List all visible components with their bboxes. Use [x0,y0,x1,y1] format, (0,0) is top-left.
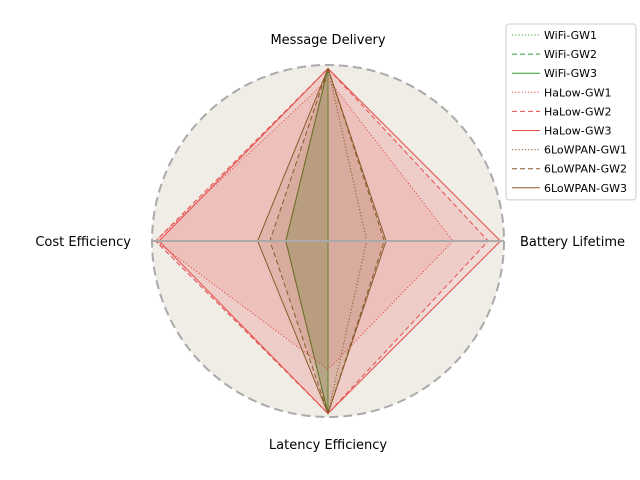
legend-item: HaLow-GW2 [512,105,611,118]
legend-label: HaLow-GW1 [544,86,611,99]
legend-item: WiFi-GW1 [512,29,597,42]
axis-label-latency-efficiency: Latency Efficiency [269,438,387,453]
axis-label-cost-efficiency: Cost Efficiency [35,235,131,250]
legend-frame [505,23,637,201]
series-polygon-halow-gw1 [154,78,454,371]
legend-item: 6LoWPAN-GW1 [512,144,627,157]
legend-label: 6LoWPAN-GW3 [544,182,627,195]
legend-label: WiFi-GW3 [544,67,597,80]
legend-label: HaLow-GW2 [544,105,611,118]
legend-label: WiFi-GW2 [544,48,597,61]
axis-layer: Message Delivery Battery Lifetime Latenc… [35,33,625,453]
legend-label: 6LoWPAN-GW2 [544,163,627,176]
outer-ring [151,64,505,418]
legend-item: WiFi-GW3 [512,67,597,80]
legend-label: HaLow-GW3 [544,125,611,138]
legend-item: WiFi-GW2 [512,48,597,61]
legend-item: HaLow-GW1 [512,86,611,99]
legend-item: 6LoWPAN-GW2 [512,163,627,176]
axis-label-battery-lifetime: Battery Lifetime [520,235,625,250]
legend-item: 6LoWPAN-GW3 [512,182,627,195]
legend-item: HaLow-GW3 [512,125,611,138]
axis-label-message-delivery: Message Delivery [270,33,385,48]
legend: WiFi-GW1 WiFi-GW2 WiFi-GW3 HaLow-GW1 HaLow-G… [505,23,637,201]
series-halow-gw1 [154,78,454,371]
legend-label: 6LoWPAN-GW1 [544,144,627,157]
legend-label: WiFi-GW1 [544,29,597,42]
